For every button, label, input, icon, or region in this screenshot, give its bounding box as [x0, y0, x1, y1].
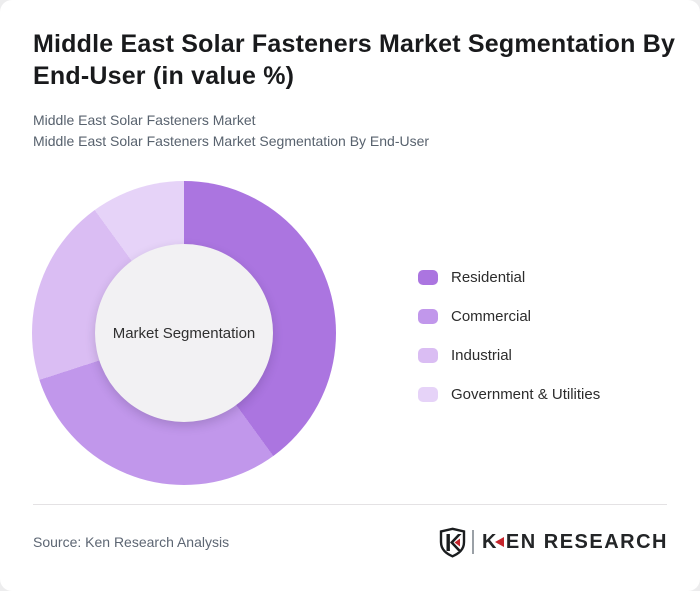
legend-swatch [418, 348, 438, 363]
legend-label: Government & Utilities [451, 386, 601, 403]
page-title-line-1: Middle East Solar Fasteners Market Segme… [33, 30, 676, 58]
subtitle-line-1: Middle East Solar Fasteners Market [33, 112, 256, 128]
chart-legend: Residential Commercial Industrial Governmen… [418, 258, 600, 414]
legend-item[interactable]: Residential [418, 258, 600, 297]
ken-research-logo: K K EN RESEARCH [439, 526, 668, 558]
legend-label: Residential [451, 269, 526, 286]
legend-swatch [418, 387, 438, 402]
source-note: Source: Ken Research Analysis [33, 534, 230, 550]
logo-shield-icon: K [439, 527, 466, 558]
legend-swatch [418, 309, 438, 324]
page-title: Middle East Solar Fasteners Market Segme… [33, 28, 683, 92]
footer-divider [33, 504, 667, 505]
donut-center: Market Segmentation [95, 244, 273, 422]
logo-wordmark-k: K [481, 530, 498, 553]
legend-swatch [418, 270, 438, 285]
legend-item[interactable]: Commercial [418, 297, 600, 336]
donut-chart: Market Segmentation [32, 181, 336, 485]
legend-label: Industrial [451, 347, 512, 364]
shield-red-triangle-icon [454, 538, 460, 546]
page-title-line-2: End-User (in value %) [33, 62, 295, 90]
subtitle-line-2: Middle East Solar Fasteners Market Segme… [33, 133, 430, 149]
legend-item[interactable]: Industrial [418, 336, 600, 375]
legend-label: Commercial [451, 308, 532, 325]
donut-center-label: Market Segmentation [112, 324, 256, 342]
logo-wordmark-rest: EN RESEARCH [505, 530, 668, 553]
logo-red-triangle-icon [494, 537, 504, 547]
logo-divider [471, 530, 474, 554]
logo-wordmark: K EN RESEARCH [482, 531, 668, 554]
legend-item[interactable]: Government & Utilities [418, 375, 600, 414]
chart-subtitle: Middle East Solar Fasteners Market Middl… [33, 110, 673, 152]
